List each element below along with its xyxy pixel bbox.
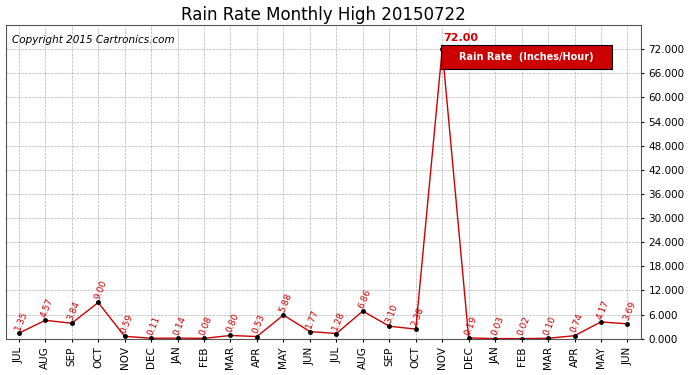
Text: 9.00: 9.00 (92, 279, 108, 301)
Text: Rain Rate  (Inches/Hour): Rain Rate (Inches/Hour) (459, 52, 593, 62)
Text: 0.80: 0.80 (225, 312, 241, 334)
Text: 3.10: 3.10 (384, 303, 400, 325)
Text: 5.88: 5.88 (277, 291, 294, 314)
FancyBboxPatch shape (441, 45, 612, 69)
Text: 6.86: 6.86 (357, 288, 373, 309)
Text: 0.53: 0.53 (251, 313, 267, 335)
Text: 1.77: 1.77 (304, 308, 320, 330)
Title: Rain Rate Monthly High 20150722: Rain Rate Monthly High 20150722 (181, 6, 466, 24)
Text: 0.03: 0.03 (489, 315, 505, 337)
Text: 0.08: 0.08 (198, 315, 214, 337)
Text: 4.17: 4.17 (595, 298, 611, 320)
Text: Copyright 2015 Cartronics.com: Copyright 2015 Cartronics.com (12, 34, 175, 45)
Text: 0.11: 0.11 (146, 315, 161, 337)
Text: 3.84: 3.84 (66, 300, 82, 322)
Text: 3.69: 3.69 (622, 300, 638, 322)
Text: 1.35: 1.35 (13, 310, 29, 332)
Text: 0.14: 0.14 (172, 315, 188, 336)
Text: 4.57: 4.57 (39, 297, 55, 319)
Text: 0.10: 0.10 (542, 315, 558, 337)
Text: 2.38: 2.38 (410, 306, 426, 327)
Text: 1.28: 1.28 (331, 310, 346, 332)
Text: 0.59: 0.59 (119, 313, 135, 335)
Text: 0.02: 0.02 (516, 315, 532, 337)
Text: 0.74: 0.74 (569, 312, 584, 334)
Text: 72.00: 72.00 (444, 33, 479, 43)
Text: 0.19: 0.19 (463, 314, 479, 336)
